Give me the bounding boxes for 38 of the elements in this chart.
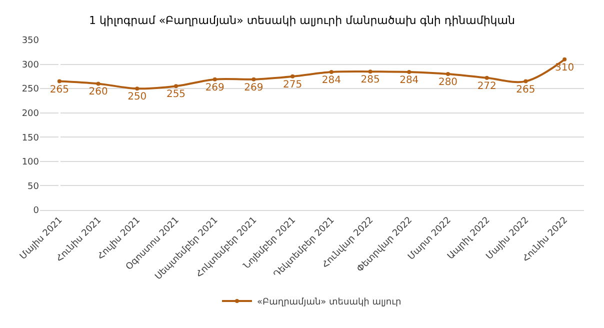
data-label: 272 — [477, 80, 496, 92]
point — [96, 82, 100, 86]
point — [252, 77, 256, 82]
data-label: 269 — [205, 82, 224, 94]
point — [446, 72, 450, 76]
y-tick-label: 0 — [33, 206, 40, 216]
legend-label: «Բաղրամյան» տեսակի ալյուր — [257, 298, 402, 308]
data-label: 285 — [360, 74, 380, 86]
point — [135, 86, 140, 91]
data-label: 269 — [244, 82, 264, 94]
data-label: 265 — [516, 84, 536, 96]
y-tick-label: 250 — [22, 84, 40, 95]
y-tick-label: 200 — [22, 109, 40, 120]
point — [524, 79, 528, 84]
data-label: 250 — [128, 92, 147, 103]
data-label: 265 — [50, 84, 69, 96]
point — [290, 74, 295, 78]
point — [174, 84, 178, 88]
data-label: 280 — [438, 77, 458, 88]
y-tick-label: 300 — [22, 60, 40, 70]
y-tick-label: 50 — [28, 182, 40, 192]
point — [562, 57, 567, 62]
data-label: 255 — [166, 89, 186, 100]
chart-title: 1 կիլոգրամ «Բաղրամյան» տեսակի ալյուրի մանրածախ գնի դինամիկան — [89, 14, 515, 28]
data-label: 275 — [283, 79, 302, 90]
y-tick-label: 350 — [22, 36, 40, 46]
point — [212, 77, 217, 82]
point — [484, 76, 489, 80]
point — [407, 70, 412, 74]
point — [368, 70, 372, 74]
y-tick-label: 100 — [22, 158, 40, 168]
data-label: 284 — [400, 75, 419, 86]
data-label: 310 — [555, 62, 574, 74]
data-label: 260 — [88, 86, 108, 98]
y-tick-label: 150 — [22, 133, 40, 144]
point — [329, 70, 334, 74]
point — [57, 79, 62, 84]
data-label: 284 — [322, 75, 341, 86]
